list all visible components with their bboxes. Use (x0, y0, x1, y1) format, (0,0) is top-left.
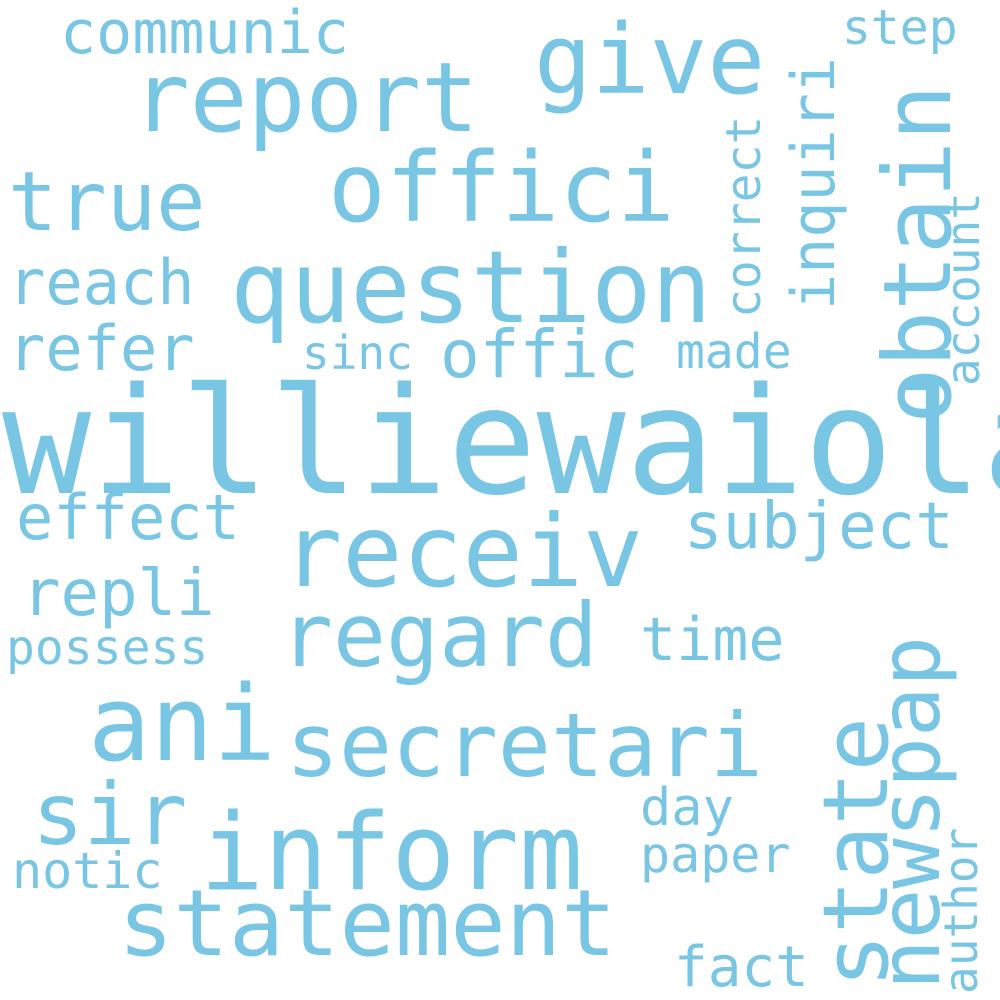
word-paper: paper (640, 826, 791, 884)
word-williewaiola: williewaiola (2, 356, 1000, 528)
word-made: made (676, 324, 792, 380)
word-regard: regard (280, 584, 598, 687)
word-secretari: secretari (286, 694, 763, 797)
word-ani: ani (88, 663, 276, 785)
word-fact: fact (674, 935, 809, 1000)
word-refer: refer (8, 312, 195, 385)
word-account: account (936, 192, 990, 386)
word-inquiri: inquiri (779, 57, 849, 310)
word-offic: offic (440, 316, 639, 393)
word-inform: inform (200, 791, 583, 914)
word-report: report (132, 42, 479, 154)
word-sinc: sinc (302, 326, 413, 380)
word-correct: correct (716, 115, 772, 318)
word-time: time (640, 605, 785, 675)
word-true: true (8, 155, 206, 250)
word-step: step (842, 0, 958, 56)
word-day: day (640, 778, 734, 838)
word-offici: offici (328, 132, 675, 244)
word-repli: repli (22, 557, 215, 631)
word-sir: sir (32, 765, 188, 865)
word-possess: possess (6, 620, 209, 676)
word-statement: statement (118, 870, 617, 977)
word-author: author (934, 827, 988, 994)
word-receiv: receiv (282, 493, 644, 610)
word-effect: effect (16, 481, 240, 554)
word-reach: reach (8, 246, 195, 319)
word-notic: notic (12, 842, 163, 900)
word-give: give (534, 4, 766, 116)
word-communic: communic (60, 0, 349, 68)
word-subject: subject (684, 490, 954, 564)
word-question: question (230, 229, 712, 346)
